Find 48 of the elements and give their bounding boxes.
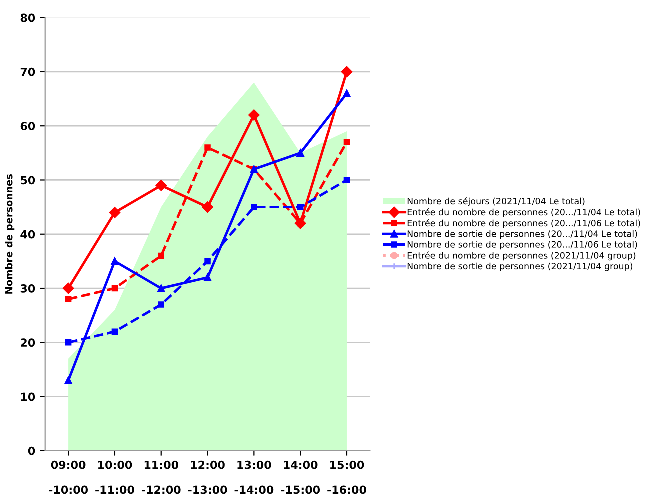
point — [248, 110, 260, 121]
point — [343, 90, 351, 98]
point — [158, 252, 164, 260]
point — [156, 180, 167, 192]
y-tick-label: 70 — [20, 68, 36, 76]
point — [297, 204, 304, 210]
point — [344, 177, 350, 184]
point — [204, 258, 211, 265]
point — [112, 285, 118, 292]
y-tick-label: 30 — [20, 284, 36, 293]
category-label: 13:00 -14:00 — [234, 460, 274, 494]
point — [65, 296, 72, 302]
y-tick-label: 80 — [20, 14, 36, 22]
legend-label: Entrée du nombre de personnes (20.../11/06 Le total) — [408, 219, 640, 228]
legend-label: Nombre de sortie de personnes (2021/11/04 group) — [408, 262, 633, 272]
y-tick-label: 60 — [20, 122, 36, 130]
point — [62, 282, 74, 294]
point — [296, 149, 304, 157]
point — [112, 328, 118, 335]
y-axis-title: Nombre de personnes — [5, 174, 15, 294]
category-label: 11:00 -12:00 — [142, 460, 181, 494]
point — [341, 66, 353, 78]
category-label: 12:00 -13:00 — [188, 460, 228, 494]
point — [109, 207, 121, 218]
y-tick-label: 50 — [21, 176, 36, 185]
y-tick-label: 0 — [28, 446, 36, 456]
y-tick-label: 40 — [20, 230, 36, 239]
legend-label: Entrée du nombre de personnes (20.../11/04 Le total) — [408, 208, 640, 218]
point — [158, 302, 164, 308]
legend-label: Nombre de séjours (2021/11/04 Le total) — [408, 197, 585, 206]
point — [111, 258, 119, 266]
legend-label: Nombre de sortie de personnes (20.../11/04 Le total) — [408, 230, 638, 239]
legend-label: Nombre de sortie de personnes (20.../11/06 Le total) — [408, 241, 638, 250]
category-label: 10:00 -11:00 — [96, 460, 134, 494]
y-tick-label: 20 — [21, 338, 36, 348]
y-tick-label: 10 — [21, 392, 36, 402]
category-label: 15:00 -16:00 — [328, 460, 366, 494]
category-label: 14:00 -15:00 — [281, 460, 320, 494]
point — [344, 139, 350, 146]
point — [65, 340, 72, 346]
legend-label: Entrée du nombre de personnes (2021/11/04 group) — [408, 252, 636, 261]
point — [251, 204, 258, 210]
point — [158, 284, 166, 292]
category-label: 09:00 -10:00 — [49, 460, 88, 494]
point — [64, 376, 72, 384]
point — [204, 274, 212, 282]
point — [202, 202, 214, 213]
point — [204, 144, 211, 151]
